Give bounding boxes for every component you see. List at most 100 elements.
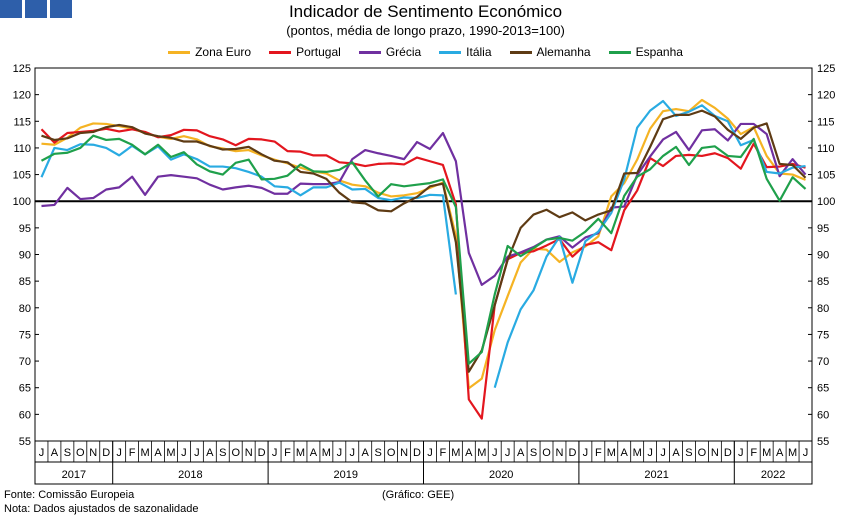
x-month-label: N <box>711 447 719 459</box>
x-month-label: J <box>647 447 653 459</box>
series-line-italia <box>40 99 806 389</box>
y-tick-label-right: 90 <box>817 250 829 262</box>
legend-item: Portugal <box>269 45 341 59</box>
y-tick-label-right: 80 <box>817 303 829 315</box>
y-tick-label-left: 80 <box>19 303 31 315</box>
x-month-label: J <box>738 447 744 459</box>
y-tick-label-left: 125 <box>13 63 31 75</box>
x-month-label: J <box>350 447 356 459</box>
series-line-espanha <box>40 134 807 365</box>
x-month-label: D <box>724 447 732 459</box>
x-year-label: 2020 <box>489 469 513 481</box>
y-tick-label-right: 95 <box>817 223 829 235</box>
seasonal-note: Nota: Dados ajustados de sazonalidade <box>4 503 199 515</box>
legend-label: Alemanha <box>536 45 591 59</box>
x-month-label: S <box>219 447 226 459</box>
x-month-label: J <box>505 447 511 459</box>
y-tick-label-left: 100 <box>13 196 31 208</box>
x-month-label: O <box>542 447 551 459</box>
x-month-label: A <box>672 447 680 459</box>
y-tick-label-right: 70 <box>817 356 829 368</box>
x-month-label: J <box>181 447 187 459</box>
x-year-label: 2021 <box>644 469 668 481</box>
x-month-label: J <box>492 447 498 459</box>
legend-label: Espanha <box>635 45 683 59</box>
x-month-label: J <box>272 447 278 459</box>
chart-credit: (Gráfico: GEE) <box>382 489 455 501</box>
x-year-label: 2018 <box>178 469 202 481</box>
legend-swatch <box>509 50 532 54</box>
y-tick-label-right: 85 <box>817 276 829 288</box>
legend-item: Alemanha <box>509 45 591 59</box>
x-month-label: J <box>803 447 809 459</box>
logo-square <box>50 0 72 18</box>
x-month-label: M <box>607 447 616 459</box>
y-tick-label-left: 120 <box>13 90 31 102</box>
x-month-label: F <box>284 447 291 459</box>
x-month-label: M <box>140 447 149 459</box>
x-month-label: F <box>440 447 447 459</box>
x-month-label: F <box>750 447 757 459</box>
x-month-label: J <box>660 447 666 459</box>
x-month-label: N <box>400 447 408 459</box>
x-month-label: A <box>154 447 162 459</box>
y-tick-label-right: 65 <box>817 383 829 395</box>
y-tick-label-right: 105 <box>817 170 835 182</box>
x-month-label: M <box>166 447 175 459</box>
x-month-label: O <box>231 447 240 459</box>
x-month-label: M <box>451 447 460 459</box>
x-month-label: J <box>194 447 200 459</box>
legend-swatch <box>358 50 381 54</box>
logo-square <box>25 0 47 18</box>
legend-item: Espanha <box>608 45 683 59</box>
legend-item: Grécia <box>358 45 421 59</box>
x-month-label: O <box>76 447 85 459</box>
x-month-label: J <box>39 447 45 459</box>
x-month-label: D <box>413 447 421 459</box>
y-tick-label-right: 75 <box>817 329 829 341</box>
x-month-label: A <box>621 447 629 459</box>
x-month-label: A <box>310 447 318 459</box>
chart-subtitle: (pontos, média de longo prazo, 1990-2013… <box>286 23 565 38</box>
y-tick-label-left: 70 <box>19 356 31 368</box>
x-month-label: O <box>387 447 396 459</box>
x-month-label: A <box>362 447 370 459</box>
chart-legend: Zona Euro Portugal Grécia Itália Alemanha Esp… <box>0 45 851 59</box>
x-month-label: D <box>102 447 110 459</box>
x-month-label: J <box>337 447 343 459</box>
x-month-label: D <box>258 447 266 459</box>
x-month-label: S <box>375 447 382 459</box>
legend-label: Itália <box>466 45 492 59</box>
y-tick-label-right: 120 <box>817 90 835 102</box>
x-year-label: 2019 <box>334 469 358 481</box>
x-month-label: M <box>296 447 305 459</box>
x-year-label: 2022 <box>761 469 785 481</box>
series-line-zona-euro <box>41 98 806 390</box>
series-line-grecia <box>41 122 807 286</box>
chart-title: Indicador de Sentimento Económico <box>288 2 563 21</box>
x-month-label: S <box>64 447 71 459</box>
gee-logo <box>0 0 72 18</box>
y-tick-label-left: 85 <box>19 276 31 288</box>
series-line-alemanha <box>41 109 807 373</box>
x-month-label: J <box>427 447 433 459</box>
y-tick-label-left: 115 <box>13 116 31 128</box>
legend-swatch <box>608 50 631 54</box>
x-month-label: A <box>517 447 525 459</box>
x-month-label: F <box>129 447 136 459</box>
x-month-label: N <box>89 447 97 459</box>
y-tick-label-right: 100 <box>817 196 835 208</box>
plot-frame <box>34 67 813 485</box>
legend-swatch <box>439 50 462 54</box>
y-tick-label-left: 65 <box>19 383 31 395</box>
x-month-label: M <box>633 447 642 459</box>
x-month-label: A <box>51 447 59 459</box>
y-tick-label-right: 55 <box>817 436 829 448</box>
x-month-label: N <box>245 447 253 459</box>
x-month-label: S <box>685 447 692 459</box>
x-month-label: M <box>788 447 797 459</box>
x-month-label: M <box>322 447 331 459</box>
x-month-label: M <box>477 447 486 459</box>
x-month-label: D <box>568 447 576 459</box>
